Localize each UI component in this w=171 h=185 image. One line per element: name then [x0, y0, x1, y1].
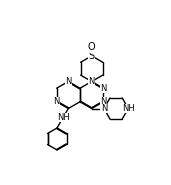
Text: N: N — [101, 104, 107, 113]
Text: N: N — [65, 77, 71, 86]
Text: N: N — [100, 97, 107, 106]
Text: S: S — [89, 51, 95, 61]
Text: N: N — [100, 84, 107, 93]
Text: NH: NH — [122, 104, 135, 113]
Text: O: O — [88, 42, 96, 52]
Text: N: N — [53, 97, 60, 106]
Text: N: N — [89, 77, 95, 86]
Text: NH: NH — [57, 113, 69, 122]
